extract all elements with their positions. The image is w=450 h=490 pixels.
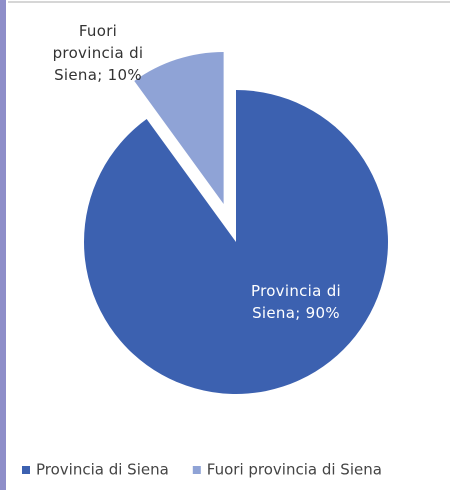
pie-slice (134, 51, 224, 204)
legend-swatch (22, 466, 30, 474)
data-label: Provincia di Siena; 90% (250, 282, 341, 322)
legend-swatch (192, 466, 201, 474)
legend-label: Fuori provincia di Siena (207, 461, 382, 479)
legend-label: Provincia di Siena (36, 461, 169, 479)
pie-slice (83, 90, 388, 394)
side-bar (0, 0, 6, 490)
data-label: Fuori provincia di Siena; 10% (52, 22, 144, 84)
